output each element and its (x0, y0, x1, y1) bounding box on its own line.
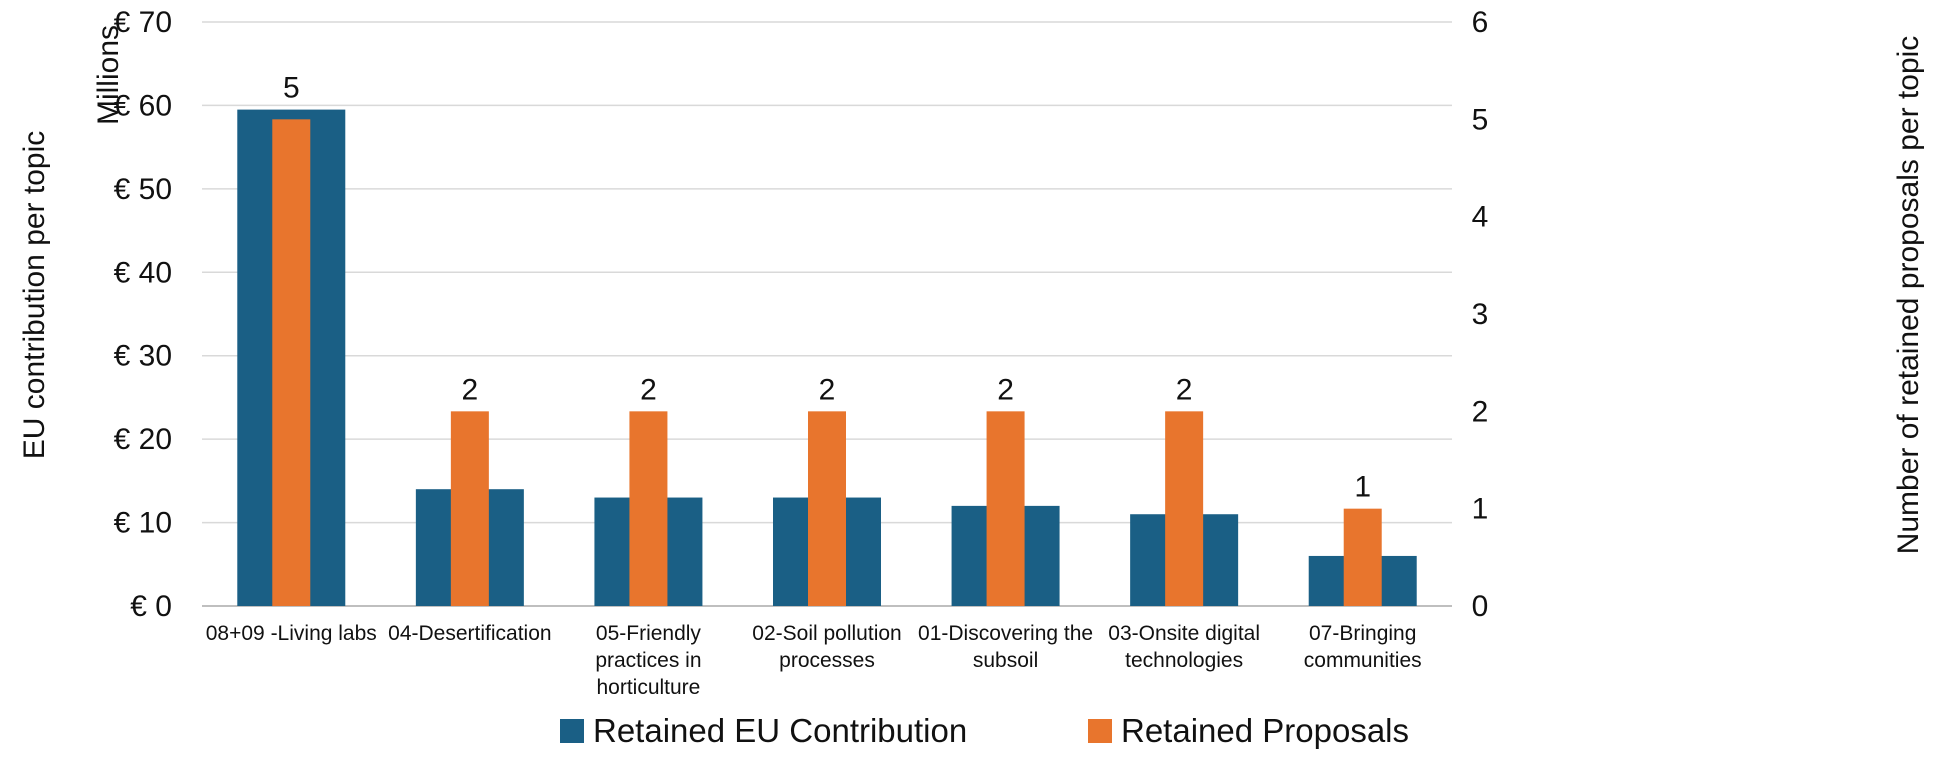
right-tick-label: 5 (1472, 103, 1489, 136)
data-labels: 5 2 2 2 2 2 1 (283, 72, 1371, 504)
legend-swatch-contribution (560, 719, 584, 743)
left-tick-label: € 20 (114, 423, 172, 456)
left-axis-title: EU contribution per topic (18, 131, 51, 460)
legend-label-contribution: Retained EU Contribution (593, 712, 967, 749)
left-tick-label: € 0 (130, 590, 172, 623)
category-label: 07-Bringing communities (1304, 622, 1422, 672)
left-tick-label: € 60 (114, 89, 172, 122)
gridlines (202, 21, 1452, 607)
bar-proposals (808, 411, 846, 606)
right-tick-label: 1 (1472, 493, 1489, 526)
bar-proposals (450, 411, 489, 606)
proposal-bars (272, 119, 1382, 606)
data-label-proposals: 2 (640, 373, 657, 406)
category-labels: 08+09 -Living labs 04-Desertification 05-F… (206, 622, 1422, 699)
data-label-proposals: 2 (819, 373, 836, 406)
category-label: 01-Discovering the subsoil (918, 622, 1093, 672)
right-tick-label: 2 (1472, 395, 1489, 428)
category-label: 02-Soil pollution processes (752, 622, 901, 672)
category-label: 05-Friendly practices in horticulture (595, 622, 701, 699)
right-tick-label: 0 (1472, 590, 1489, 623)
bar-proposals (986, 411, 1025, 606)
left-tick-label: € 40 (114, 256, 172, 289)
right-tick-label: 3 (1472, 298, 1489, 331)
bar-proposals (1343, 508, 1382, 606)
bar-proposals (629, 411, 668, 606)
right-tick-label: 4 (1472, 201, 1489, 234)
data-label-proposals: 1 (1354, 471, 1371, 504)
bar-proposals (272, 119, 311, 606)
legend-label-proposals: Retained Proposals (1121, 712, 1409, 749)
data-label-proposals: 5 (283, 72, 300, 105)
legend-swatch-proposals (1088, 719, 1112, 743)
right-tick-label: 6 (1472, 6, 1489, 39)
bar-proposals (1165, 411, 1204, 606)
right-axis-ticks: 0 1 2 3 4 5 6 (1472, 6, 1489, 623)
right-axis-title: Number of retained proposals per topic (1892, 36, 1925, 555)
category-label: 03-Onsite digital technologies (1108, 622, 1260, 672)
data-label-proposals: 2 (1176, 373, 1193, 406)
left-tick-label: € 30 (114, 340, 172, 373)
left-axis-unit-label: Millions (92, 25, 125, 125)
category-label: 08+09 -Living labs (206, 622, 377, 645)
legend: Retained EU Contribution Retained Propos… (560, 712, 1409, 749)
left-tick-label: € 50 (114, 173, 172, 206)
data-label-proposals: 2 (462, 373, 479, 406)
left-tick-label: € 10 (114, 507, 172, 540)
data-label-proposals: 2 (997, 373, 1014, 406)
left-axis-ticks: € 0 € 10 € 20 € 30 € 40 € 50 € 60 € 70 (114, 6, 172, 623)
left-tick-label: € 70 (114, 6, 172, 39)
category-label: 04-Desertification (388, 622, 551, 645)
